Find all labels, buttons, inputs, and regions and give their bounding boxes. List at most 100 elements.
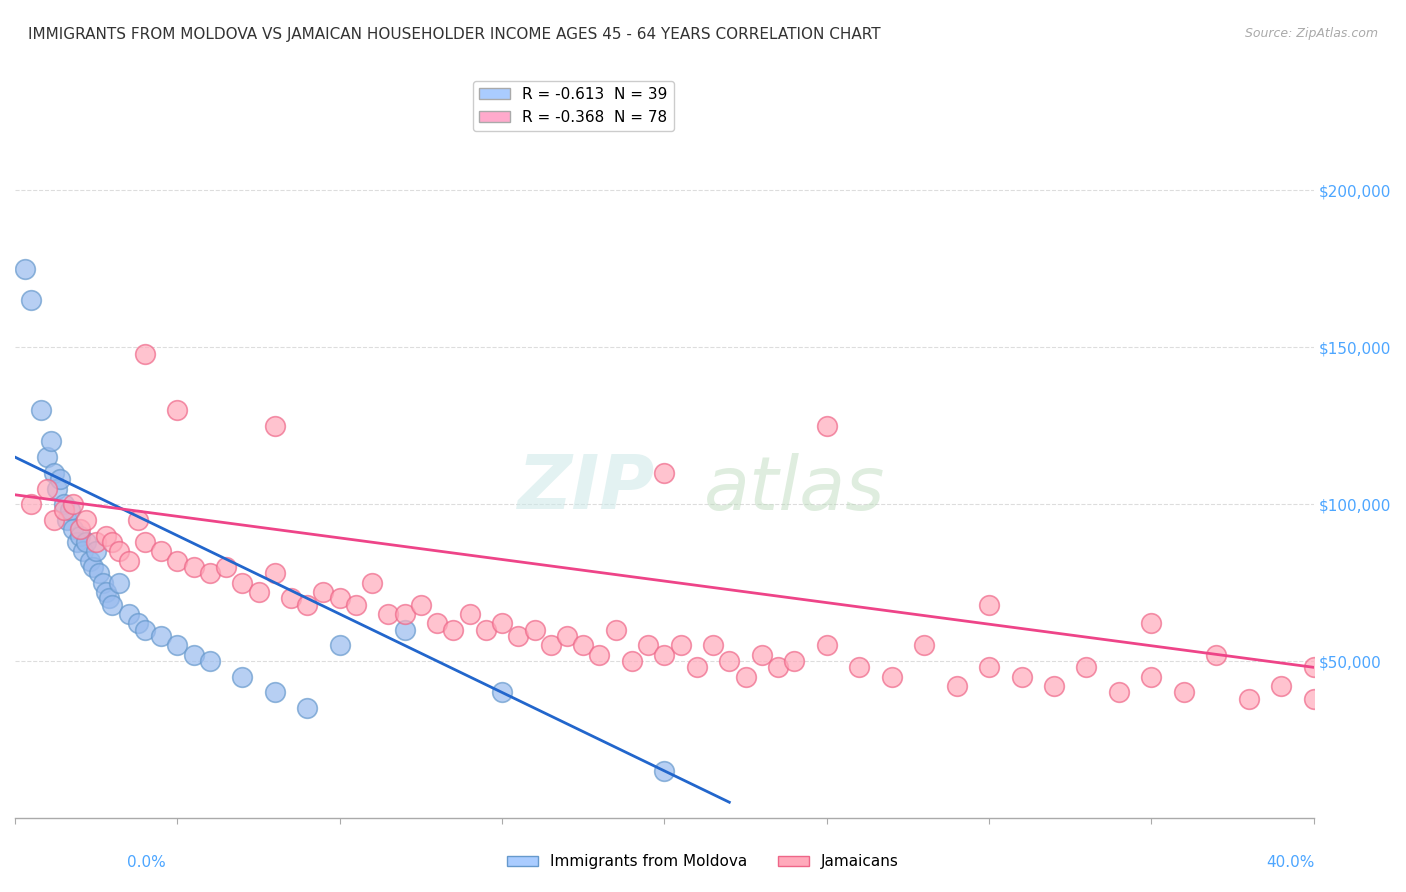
Point: [231, 575, 253, 590]
Point: [426, 616, 449, 631]
Point: [231, 670, 253, 684]
Point: [198, 566, 221, 581]
Point: [166, 554, 188, 568]
Point: [52, 503, 75, 517]
Point: [108, 575, 131, 590]
Point: [1205, 648, 1227, 662]
Point: [1302, 660, 1324, 674]
Point: [183, 648, 205, 662]
Point: [108, 544, 131, 558]
Point: [297, 701, 319, 715]
Point: [134, 623, 156, 637]
Point: [783, 654, 806, 668]
Point: [361, 575, 384, 590]
Point: [166, 403, 188, 417]
Point: [409, 598, 432, 612]
Point: [620, 654, 643, 668]
Point: [491, 685, 513, 699]
Point: [42, 513, 65, 527]
Point: [654, 466, 676, 480]
Point: [912, 639, 935, 653]
Point: [52, 497, 75, 511]
Point: [1140, 616, 1163, 631]
Point: [79, 554, 101, 568]
Point: [815, 418, 838, 433]
Point: [329, 639, 352, 653]
Point: [94, 528, 117, 542]
Point: [1173, 685, 1195, 699]
Point: [1237, 691, 1260, 706]
Point: [101, 534, 124, 549]
Point: [37, 482, 59, 496]
Point: [20, 497, 42, 511]
Text: ZIP: ZIP: [517, 452, 655, 525]
Point: [69, 528, 91, 542]
Point: [46, 482, 69, 496]
Point: [475, 623, 498, 637]
Point: [42, 466, 65, 480]
Point: [977, 660, 1000, 674]
Point: [637, 639, 659, 653]
Point: [312, 585, 335, 599]
Point: [702, 639, 724, 653]
Point: [815, 639, 838, 653]
Point: [945, 679, 967, 693]
Point: [75, 534, 97, 549]
Point: [101, 598, 124, 612]
Point: [654, 648, 676, 662]
Point: [508, 629, 530, 643]
Point: [555, 629, 578, 643]
Point: [718, 654, 741, 668]
Point: [605, 623, 627, 637]
Point: [82, 560, 104, 574]
Point: [49, 472, 72, 486]
Point: [1270, 679, 1292, 693]
Point: [198, 654, 221, 668]
Point: [669, 639, 692, 653]
Point: [84, 534, 107, 549]
Point: [297, 598, 319, 612]
Point: [150, 629, 173, 643]
Point: [523, 623, 546, 637]
Text: atlas: atlas: [703, 452, 884, 524]
Point: [263, 685, 285, 699]
Point: [59, 503, 82, 517]
Point: [30, 403, 52, 417]
Point: [62, 497, 84, 511]
Point: [89, 566, 111, 581]
Point: [686, 660, 709, 674]
Text: 0.0%: 0.0%: [127, 855, 166, 870]
Point: [329, 591, 352, 606]
Point: [848, 660, 870, 674]
Point: [150, 544, 173, 558]
Point: [263, 566, 285, 581]
Point: [572, 639, 595, 653]
Point: [1140, 670, 1163, 684]
Legend: R = -0.613  N = 39, R = -0.368  N = 78: R = -0.613 N = 39, R = -0.368 N = 78: [474, 81, 673, 131]
Point: [94, 585, 117, 599]
Point: [458, 607, 481, 621]
Point: [880, 670, 903, 684]
Point: [37, 450, 59, 464]
Point: [441, 623, 464, 637]
Point: [127, 616, 149, 631]
Point: [69, 522, 91, 536]
Point: [766, 660, 789, 674]
Text: IMMIGRANTS FROM MOLDOVA VS JAMAICAN HOUSEHOLDER INCOME AGES 45 - 64 YEARS CORREL: IMMIGRANTS FROM MOLDOVA VS JAMAICAN HOUS…: [28, 27, 880, 42]
Point: [751, 648, 773, 662]
Point: [56, 513, 79, 527]
Point: [166, 639, 188, 653]
Point: [183, 560, 205, 574]
Point: [263, 418, 285, 433]
Point: [39, 434, 62, 449]
Legend: Immigrants from Moldova, Jamaicans: Immigrants from Moldova, Jamaicans: [502, 848, 904, 875]
Point: [127, 513, 149, 527]
Point: [280, 591, 302, 606]
Point: [1302, 691, 1324, 706]
Point: [1043, 679, 1066, 693]
Point: [344, 598, 367, 612]
Point: [72, 544, 94, 558]
Point: [66, 534, 89, 549]
Point: [1076, 660, 1098, 674]
Point: [91, 575, 114, 590]
